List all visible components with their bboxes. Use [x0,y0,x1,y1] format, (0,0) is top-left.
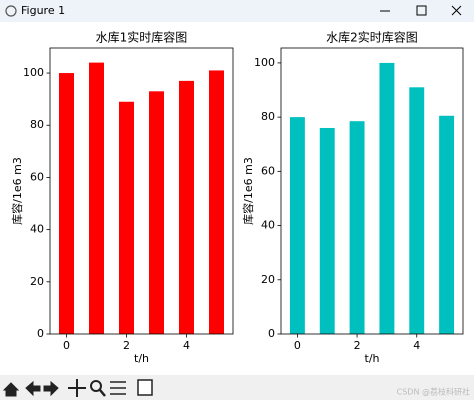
x-tick-label: 4 [413,339,420,352]
pan-button[interactable] [68,379,86,397]
window-title: Figure 1 [21,4,65,17]
bar [349,121,365,335]
y-tick-label: 40 [261,219,275,232]
figure [0,22,474,375]
plot-frame [49,47,234,335]
y-tick-label: 80 [261,110,275,123]
bar [379,62,395,335]
bar [439,115,455,334]
y-tick-label: 40 [30,223,44,236]
maximize-button[interactable] [416,5,427,16]
bar [409,87,425,334]
y-tick-label: 60 [261,164,275,177]
zoom-handle [99,389,106,397]
bar [289,117,305,334]
chart-title: 水库1实时库容图 [96,30,188,45]
bar [179,80,194,334]
y-tick-label: 80 [30,118,44,131]
bar [59,73,74,335]
y-tick-label: 0 [268,327,275,340]
y-axis-label: 库容/1e6 m3 [241,157,255,225]
bar [319,127,335,335]
home-button[interactable] [2,382,20,397]
zoom-button[interactable] [90,380,102,392]
y-tick-label: 20 [30,275,44,288]
back-button[interactable] [25,380,41,397]
bar [119,101,134,334]
x-tick-label: 0 [63,339,70,352]
bar [149,91,164,334]
title-bar [0,0,474,22]
toolbar-icons [2,379,153,397]
x-tick-label: 2 [123,339,130,352]
watermark: CSDN @荔枝科研社 [397,387,470,397]
bar [209,70,224,335]
x-tick-label: 0 [294,339,301,352]
x-axis-label: t/h [134,352,149,365]
x-axis-label: t/h [365,352,380,365]
y-tick-label: 100 [23,66,44,79]
y-tick-label: 100 [254,56,275,69]
plot-frame [280,47,464,335]
save-button[interactable] [137,379,153,396]
bar [89,62,104,335]
configure-button[interactable] [110,381,126,395]
close-button[interactable] [451,5,462,16]
x-tick-label: 2 [354,339,361,352]
y-tick-label: 0 [37,327,44,340]
y-tick-label: 20 [261,273,275,286]
app-icon [5,5,17,17]
x-tick-label: 4 [183,339,190,352]
y-tick-label: 60 [30,170,44,183]
chart-title: 水库2实时库容图 [326,30,418,45]
forward-button[interactable] [43,380,59,397]
y-axis-label: 库容/1e6 m3 [10,157,24,225]
